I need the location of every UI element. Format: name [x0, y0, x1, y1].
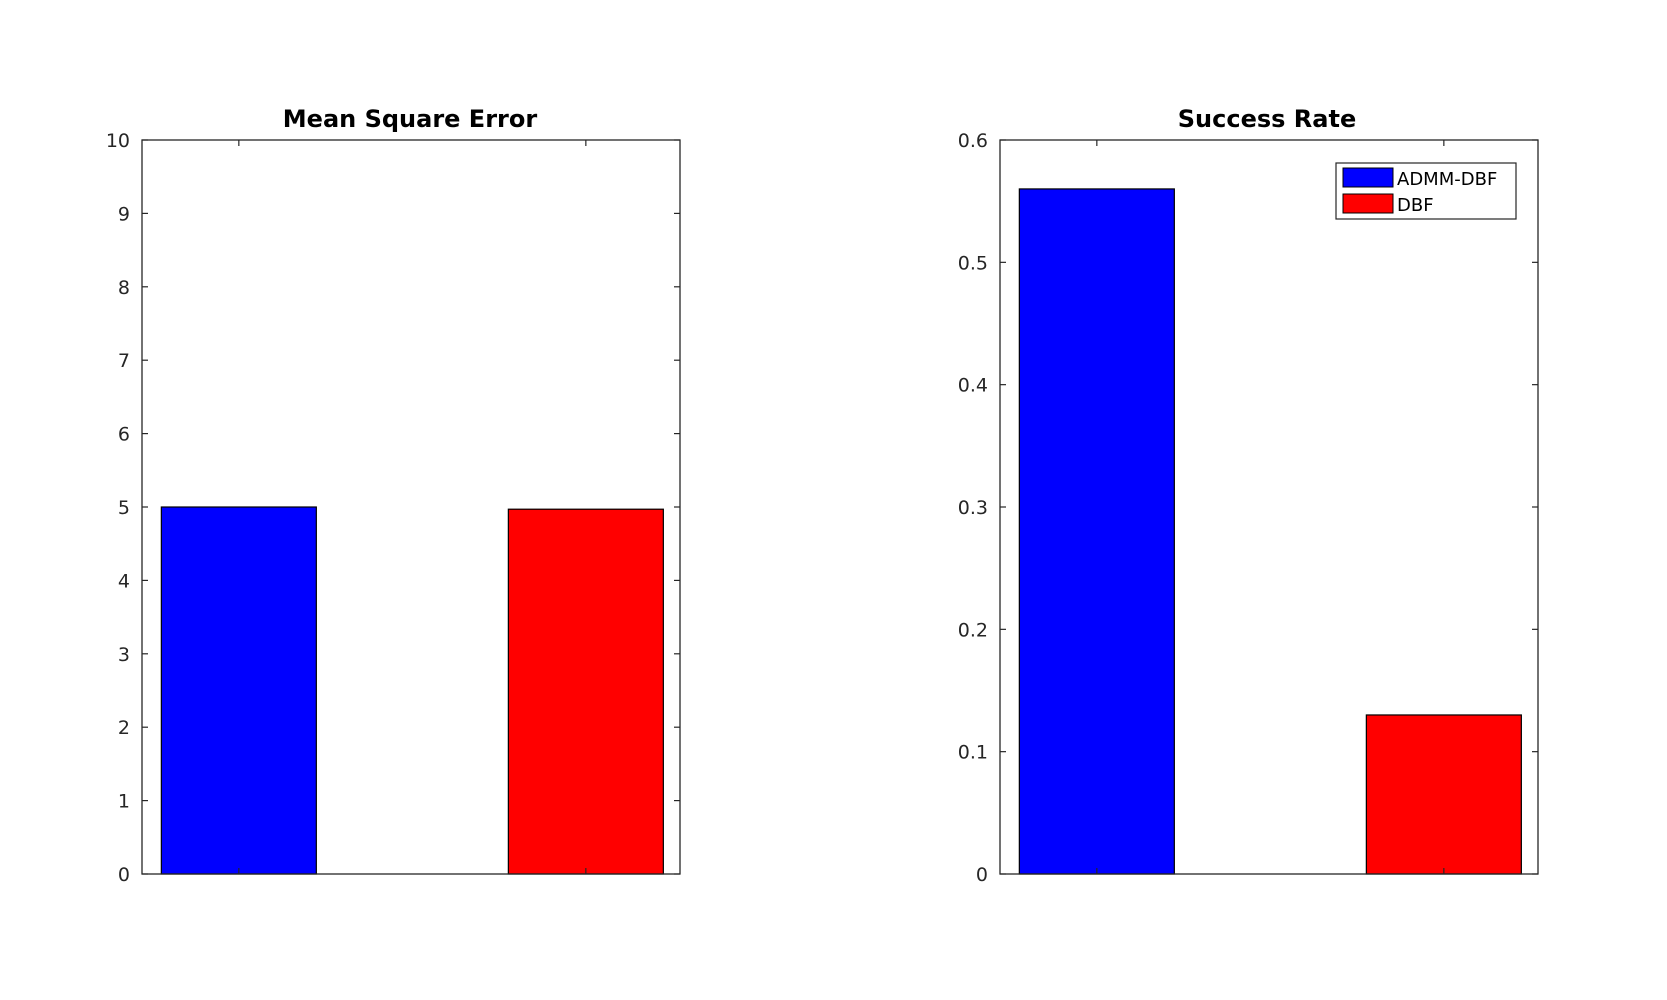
y-tick-label: 2: [118, 717, 130, 739]
mse-axes-box: [141, 139, 681, 875]
mse-y-ticks: 0 1 2 3 4 5 6 7 8 9 10: [106, 130, 680, 886]
bar-dbf: [1365, 714, 1522, 875]
legend-label-dbf: DBF: [1397, 195, 1434, 216]
y-tick-label: 0: [118, 864, 130, 886]
y-tick-label: 0.3: [958, 497, 988, 519]
legend: ADMM-DBF DBF: [1335, 162, 1517, 220]
y-tick-label: 7: [118, 350, 130, 372]
legend-swatch-admm-dbf: [1342, 167, 1394, 188]
y-tick-label: 6: [118, 424, 130, 446]
legend-swatch-dbf: [1342, 193, 1394, 214]
legend-label-admm-dbf: ADMM-DBF: [1397, 169, 1497, 190]
y-tick-label: 0.1: [958, 742, 988, 764]
y-tick-label: 0.2: [958, 619, 988, 641]
y-tick-label: 0: [976, 864, 988, 886]
y-tick-label: 0.5: [958, 252, 988, 274]
success-rate-chart: Success Rate 0 0.1 0.2 0.3 0.4 0.5 0.6 ADMM-DB…: [958, 105, 1539, 886]
y-tick-label: 8: [118, 277, 130, 299]
mse-chart: Mean Square Error 0 1 2 3 4 5 6 7 8 9 10: [106, 105, 681, 886]
y-tick-label: 3: [118, 644, 130, 666]
y-tick-label: 1: [118, 791, 130, 813]
success-rate-y-ticks: 0 0.1 0.2 0.3 0.4 0.5 0.6: [958, 130, 1538, 886]
y-tick-label: 0.4: [958, 375, 988, 397]
mse-chart-title: Mean Square Error: [283, 105, 538, 133]
y-tick-label: 4: [118, 570, 130, 592]
y-tick-label: 9: [118, 203, 130, 225]
bar-admm-dbf: [1018, 188, 1175, 875]
bar-admm-dbf: [160, 506, 317, 875]
success-rate-chart-title: Success Rate: [1178, 105, 1356, 133]
y-tick-label: 10: [106, 130, 130, 152]
success-rate-bars: [1018, 188, 1522, 875]
bar-dbf: [507, 508, 664, 875]
y-tick-label: 0.6: [958, 130, 988, 152]
mse-bars: [160, 506, 664, 875]
success-rate-axes-box: [999, 139, 1539, 875]
y-tick-label: 5: [118, 497, 130, 519]
